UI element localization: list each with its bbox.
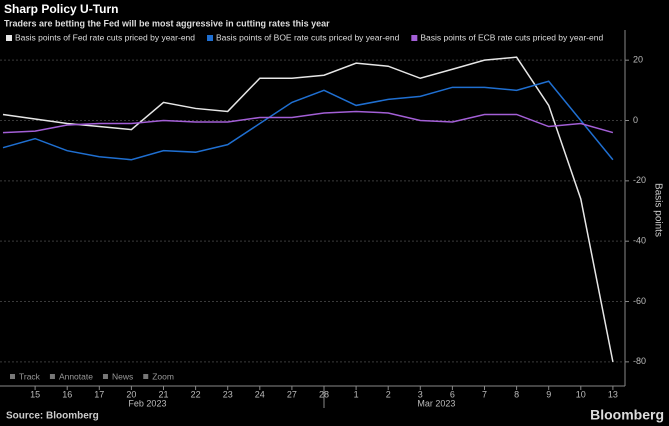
toolbar-button[interactable]: Track (19, 371, 41, 381)
y-axis-title: Basis points (652, 183, 663, 237)
source: Source: Bloomberg (6, 411, 99, 422)
y-tick-label: -40 (633, 236, 646, 246)
x-tick-label: 17 (94, 389, 104, 399)
x-tick-label: 15 (30, 389, 40, 399)
toolbar-icon[interactable] (10, 374, 15, 379)
legend-swatch (6, 35, 12, 41)
month-label: Mar 2023 (417, 398, 455, 408)
y-tick-label: 20 (633, 55, 643, 65)
x-tick-label: 21 (158, 389, 168, 399)
x-tick-label: 20 (126, 389, 136, 399)
legend-label: Basis points of ECB rate cuts priced by … (420, 32, 603, 42)
month-label: Feb 2023 (128, 398, 166, 408)
x-tick-label: 16 (62, 389, 72, 399)
toolbar-button[interactable]: Annotate (59, 371, 93, 381)
legend-swatch (207, 35, 214, 41)
x-tick-label: 9 (546, 389, 551, 399)
y-tick-label: -20 (633, 175, 646, 185)
toolbar-icon[interactable] (143, 374, 149, 379)
y-tick-label: 0 (633, 115, 638, 125)
x-tick-label: 8 (514, 389, 519, 399)
chart-subtitle: Traders are betting the Fed will be most… (4, 18, 330, 28)
chart-title: Sharp Policy U-Turn (4, 2, 118, 16)
legend-swatch (411, 35, 418, 41)
x-tick-label: 7 (482, 389, 487, 399)
x-tick-label: 22 (191, 389, 201, 399)
legend-label: Basis points of BOE rate cuts priced by … (216, 32, 400, 42)
x-tick-label: 23 (223, 389, 233, 399)
y-tick-label: -60 (633, 296, 646, 306)
x-tick-label: 28 (319, 389, 329, 399)
x-tick-label: 10 (576, 389, 586, 399)
toolbar-icon[interactable] (49, 374, 55, 379)
x-tick-label: 6 (450, 389, 455, 399)
series-line (2, 56, 614, 363)
x-tick-label: 13 (608, 389, 618, 399)
series-line (2, 80, 614, 161)
x-tick-label: 2 (386, 389, 391, 399)
y-tick-label: -80 (633, 356, 646, 366)
legend-label: Basis points of Fed rate cuts priced by … (15, 32, 195, 42)
x-tick-label: 27 (287, 389, 297, 399)
x-tick-label: 3 (418, 389, 423, 399)
x-tick-label: 1 (354, 389, 359, 399)
x-tick-label: 24 (255, 389, 265, 399)
toolbar-icon[interactable] (102, 374, 108, 379)
series-line (2, 110, 614, 134)
brand: Bloomberg (590, 407, 664, 423)
toolbar-button[interactable]: Zoom (152, 371, 174, 381)
toolbar-button[interactable]: News (112, 371, 133, 381)
